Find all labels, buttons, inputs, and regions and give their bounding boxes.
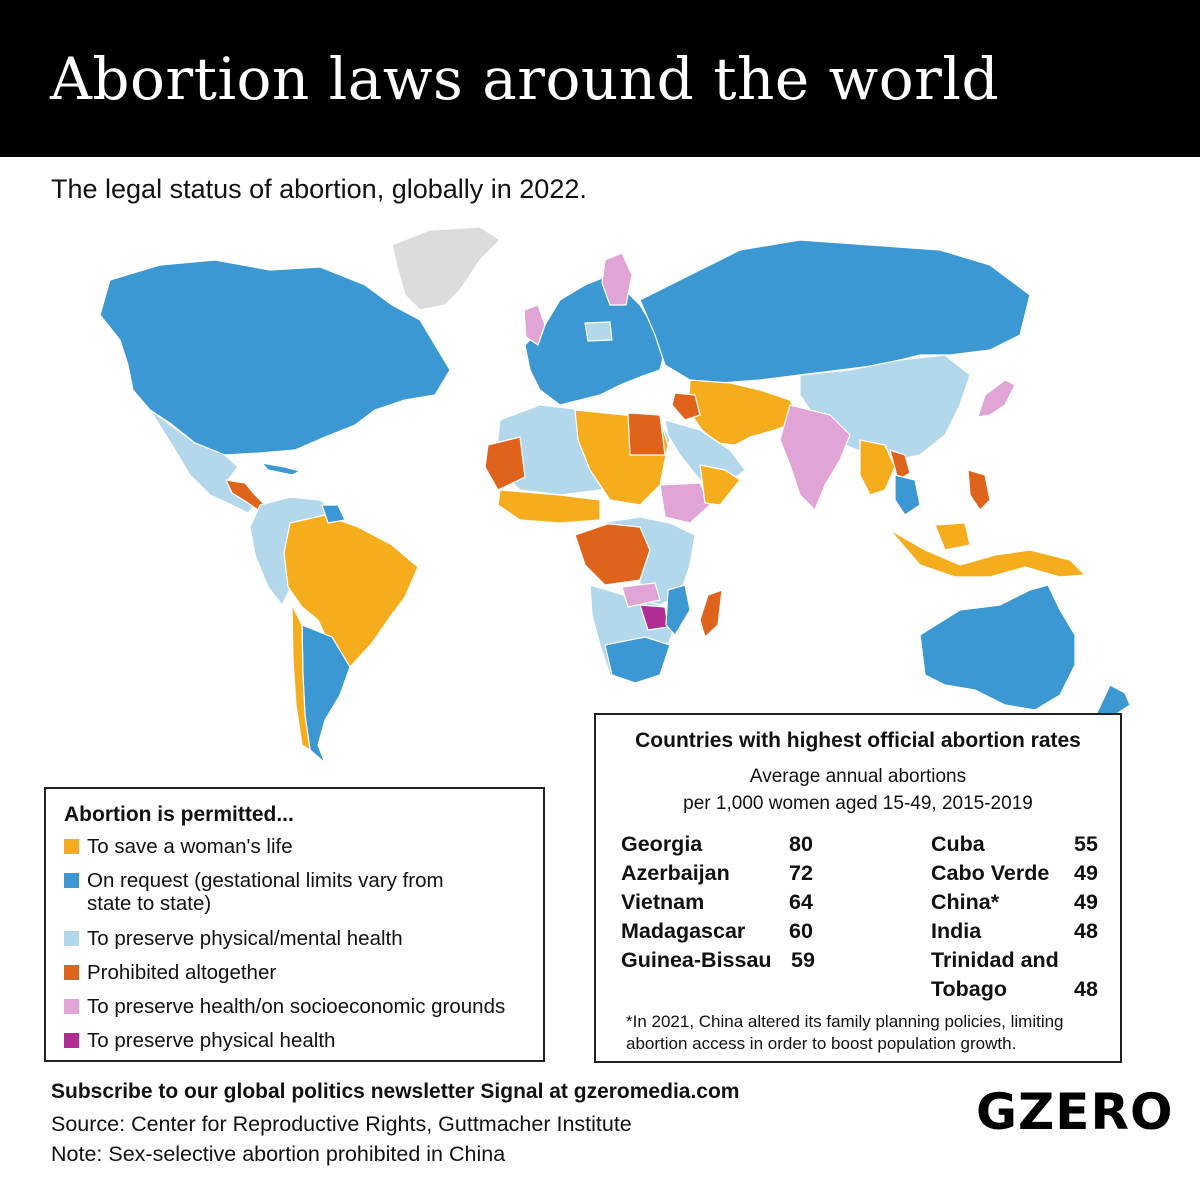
rate-value: 80: [789, 832, 813, 856]
rate-row: Azerbaijan 72: [621, 859, 813, 888]
title-bar: Abortion laws around the world: [0, 0, 1200, 157]
region-madagascar: [699, 589, 723, 638]
rate-row: Guinea-Bissau 59: [621, 946, 815, 975]
abortion-rates-box: Countries with highest official abortion…: [594, 713, 1122, 1063]
rate-value: 48: [1074, 919, 1098, 943]
rate-row: India 48: [931, 917, 1098, 946]
region-ethiopia: [659, 482, 711, 524]
rates-footnote: *In 2021, China altered its family plann…: [626, 1012, 1064, 1053]
legend-item-physical-mental-health: To preserve physical/mental health: [64, 927, 403, 950]
rates-subtitle-line2: per 1,000 women aged 15-49, 2015-2019: [683, 793, 1033, 814]
gzero-logo: GZERO: [976, 1083, 1174, 1141]
rate-row: Georgia 80: [621, 830, 813, 859]
region-greenland: [391, 226, 501, 311]
region-laos-vietnam-prohibited: [889, 449, 911, 481]
rate-row: Madagascar 60: [621, 917, 813, 946]
rate-row: Vietnam 64: [621, 888, 813, 917]
region-uk: [523, 304, 546, 346]
map-legend: Abortion is permitted... To save a woman…: [44, 787, 545, 1062]
rate-row: Trinidad and Tobago 48: [931, 946, 1098, 1004]
rate-country: Vietnam: [621, 890, 705, 914]
page-title: Abortion laws around the world: [50, 45, 1000, 113]
region-west-africa: [497, 489, 601, 524]
legend-item-physical-health: To preserve physical health: [64, 1029, 335, 1052]
region-guianas: [321, 504, 346, 524]
region-horn-of-africa: [699, 464, 741, 506]
legend-swatch: [64, 965, 79, 980]
rates-title: Countries with highest official abortion…: [635, 729, 1081, 752]
rate-value: 59: [791, 948, 815, 972]
legend-swatch: [64, 999, 79, 1014]
region-north-america: [99, 259, 451, 456]
rate-country: Cabo Verde: [931, 861, 1050, 885]
world-map: [99, 226, 1131, 764]
rate-country: China*: [931, 890, 1000, 914]
rate-value: 49: [1074, 861, 1098, 885]
rate-value: 64: [789, 890, 813, 914]
legend-item-prohibited: Prohibited altogether: [64, 961, 276, 984]
region-middle-east: [687, 379, 801, 446]
rate-value: 48: [1074, 977, 1098, 1001]
rates-subtitle-line1: Average annual abortions: [749, 766, 967, 787]
region-mozambique: [665, 584, 691, 636]
rate-country: Madagascar: [621, 919, 746, 943]
region-west-africa-prohibited: [484, 436, 526, 491]
rate-value: 55: [1074, 832, 1098, 856]
legend-item-health-socioeconomic: To preserve health/on socioeconomic grou…: [64, 995, 505, 1018]
region-chile: [291, 604, 311, 751]
region-brazil: [283, 514, 419, 668]
region-india: [779, 404, 851, 511]
region-indonesia: [889, 529, 1086, 578]
region-borneo: [934, 522, 971, 551]
rate-row: Cabo Verde 49: [931, 859, 1098, 888]
rate-value: 60: [789, 919, 813, 943]
rates-subtitle: Average annual abortions per 1,000 women…: [596, 763, 1120, 817]
region-japan: [977, 379, 1016, 418]
region-iraq: [671, 392, 701, 421]
source-text: Source: Center for Reproductive Rights, …: [51, 1112, 632, 1136]
legend-swatch: [64, 873, 79, 888]
rate-country: Cuba: [931, 832, 985, 856]
rate-row: Cuba 55: [931, 830, 1098, 859]
rate-country: Georgia: [621, 832, 703, 856]
region-poland: [584, 321, 613, 342]
rate-value: 49: [1074, 890, 1098, 914]
legend-item-save-life: To save a woman's life: [64, 835, 293, 858]
legend-label: To preserve health/on socioeconomic grou…: [87, 995, 506, 1018]
region-central-africa-prohibited: [574, 522, 651, 586]
rate-country: Azerbaijan: [621, 861, 730, 885]
region-south-africa: [604, 636, 671, 684]
legend-swatch: [64, 931, 79, 946]
legend-label: On request (gestational limits vary from…: [87, 869, 444, 915]
region-philippines: [967, 469, 991, 511]
region-egypt: [627, 412, 666, 456]
rate-country: Trinidad and Tobago: [931, 948, 1059, 1001]
legend-title: Abortion is permitted...: [64, 803, 294, 826]
rate-value: 72: [789, 861, 813, 885]
region-zambia: [621, 582, 661, 608]
region-indochina: [894, 474, 921, 516]
region-caribbean: [261, 462, 301, 476]
region-russia: [639, 239, 1031, 384]
legend-label: Prohibited altogether: [87, 961, 277, 984]
legend-label: To save a woman's life: [87, 835, 293, 858]
rate-row: China* 49: [931, 888, 1098, 917]
rate-country: Guinea-Bissau: [621, 948, 772, 972]
legend-swatch: [64, 1033, 79, 1048]
rate-country: India: [931, 919, 982, 943]
legend-label: To preserve physical health: [87, 1029, 336, 1052]
subscribe-text: Subscribe to our global politics newslet…: [51, 1080, 740, 1103]
page-subtitle: The legal status of abortion, globally i…: [51, 174, 587, 204]
note-text: Note: Sex-selective abortion prohibited …: [51, 1142, 506, 1166]
region-southeast-asia: [859, 439, 896, 496]
legend-swatch: [64, 839, 79, 854]
legend-item-on-request: On request (gestational limits vary from…: [64, 869, 477, 915]
legend-label: To preserve physical/mental health: [87, 927, 403, 950]
region-australia: [919, 584, 1076, 711]
region-finland: [601, 252, 633, 306]
